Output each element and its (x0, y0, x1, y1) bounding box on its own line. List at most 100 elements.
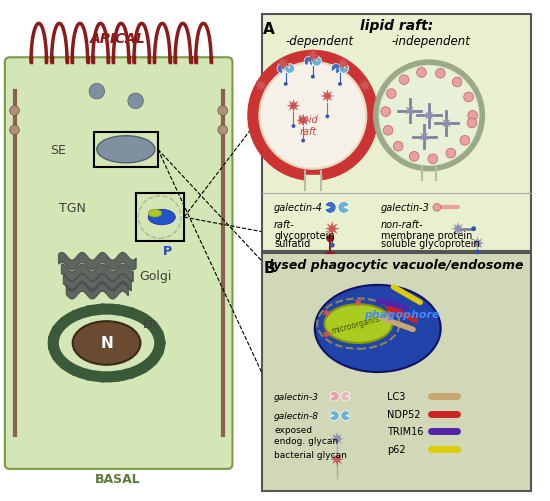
Text: galectin-4: galectin-4 (274, 203, 323, 213)
Circle shape (464, 93, 474, 103)
Circle shape (399, 76, 409, 85)
Circle shape (48, 345, 54, 351)
Circle shape (393, 142, 403, 152)
Circle shape (218, 126, 228, 135)
Polygon shape (471, 237, 484, 250)
Wedge shape (285, 65, 294, 74)
Wedge shape (304, 57, 314, 67)
Circle shape (468, 111, 477, 121)
Text: LC3: LC3 (387, 391, 406, 401)
Ellipse shape (97, 136, 155, 163)
Circle shape (158, 350, 163, 356)
Polygon shape (287, 100, 300, 113)
Wedge shape (338, 202, 349, 214)
Text: A: A (263, 22, 275, 37)
Text: P: P (163, 244, 172, 258)
Text: -dependent: -dependent (285, 35, 354, 48)
Circle shape (85, 306, 91, 312)
Text: lipid raft:: lipid raft: (360, 19, 433, 33)
Circle shape (158, 331, 163, 336)
Circle shape (301, 139, 305, 143)
Circle shape (152, 321, 157, 327)
Text: BASAL: BASAL (95, 472, 141, 485)
Circle shape (72, 370, 77, 376)
Circle shape (383, 126, 393, 136)
Text: soluble glycoprotein: soluble glycoprotein (381, 239, 480, 248)
Ellipse shape (148, 210, 175, 225)
Circle shape (48, 335, 54, 341)
Wedge shape (341, 392, 350, 401)
Wedge shape (277, 65, 287, 74)
Circle shape (471, 227, 476, 231)
FancyBboxPatch shape (261, 15, 531, 252)
Circle shape (115, 376, 121, 382)
Circle shape (387, 90, 396, 99)
Circle shape (10, 126, 19, 135)
Circle shape (160, 340, 166, 346)
Polygon shape (330, 452, 344, 466)
Circle shape (284, 83, 288, 87)
Circle shape (475, 250, 480, 255)
Text: exposed
endog. glycan: exposed endog. glycan (274, 425, 338, 445)
Polygon shape (322, 309, 331, 318)
Wedge shape (329, 392, 339, 401)
Circle shape (10, 107, 19, 116)
Circle shape (253, 56, 373, 176)
Polygon shape (322, 330, 331, 340)
Circle shape (52, 326, 58, 332)
FancyBboxPatch shape (261, 254, 531, 491)
Circle shape (152, 360, 157, 365)
Polygon shape (296, 114, 310, 128)
Text: B: B (263, 261, 275, 276)
Text: phagophore: phagophore (364, 309, 439, 319)
Polygon shape (424, 110, 435, 122)
Polygon shape (419, 132, 430, 143)
Circle shape (160, 340, 166, 346)
Text: galectin-3: galectin-3 (381, 203, 430, 213)
Circle shape (417, 69, 426, 78)
Text: -independent: -independent (392, 35, 470, 48)
Circle shape (115, 305, 121, 310)
Text: non-raft-: non-raft- (381, 219, 423, 229)
Circle shape (436, 69, 445, 79)
Polygon shape (306, 50, 320, 63)
Circle shape (142, 367, 148, 373)
Circle shape (89, 84, 104, 100)
Ellipse shape (339, 305, 378, 324)
Circle shape (452, 78, 462, 88)
Circle shape (100, 304, 106, 310)
Circle shape (52, 355, 58, 361)
Circle shape (85, 375, 91, 381)
Circle shape (60, 317, 66, 323)
Polygon shape (354, 298, 362, 308)
Wedge shape (329, 411, 339, 421)
Circle shape (100, 377, 106, 383)
Circle shape (433, 204, 441, 212)
Circle shape (60, 364, 66, 369)
Wedge shape (331, 65, 341, 74)
Polygon shape (324, 221, 340, 237)
Ellipse shape (324, 305, 392, 343)
Text: sulfatid: sulfatid (274, 239, 310, 248)
Circle shape (72, 311, 77, 316)
Text: glycoprotein: glycoprotein (274, 230, 335, 240)
Polygon shape (386, 309, 394, 318)
Circle shape (129, 308, 135, 314)
Polygon shape (358, 80, 372, 93)
Text: NDP52: NDP52 (387, 409, 421, 419)
Text: raft-: raft- (274, 219, 295, 229)
Circle shape (460, 136, 470, 146)
Text: TRIM16: TRIM16 (387, 426, 424, 436)
Circle shape (376, 63, 482, 169)
Ellipse shape (73, 322, 140, 365)
Polygon shape (330, 432, 344, 446)
Text: lipid
raft: lipid raft (298, 115, 318, 137)
Circle shape (129, 373, 135, 379)
Wedge shape (312, 58, 322, 67)
Text: SE: SE (50, 143, 66, 156)
Circle shape (326, 115, 329, 119)
Ellipse shape (315, 285, 441, 372)
Bar (136, 193, 184, 242)
Polygon shape (336, 58, 350, 71)
Circle shape (379, 67, 478, 165)
